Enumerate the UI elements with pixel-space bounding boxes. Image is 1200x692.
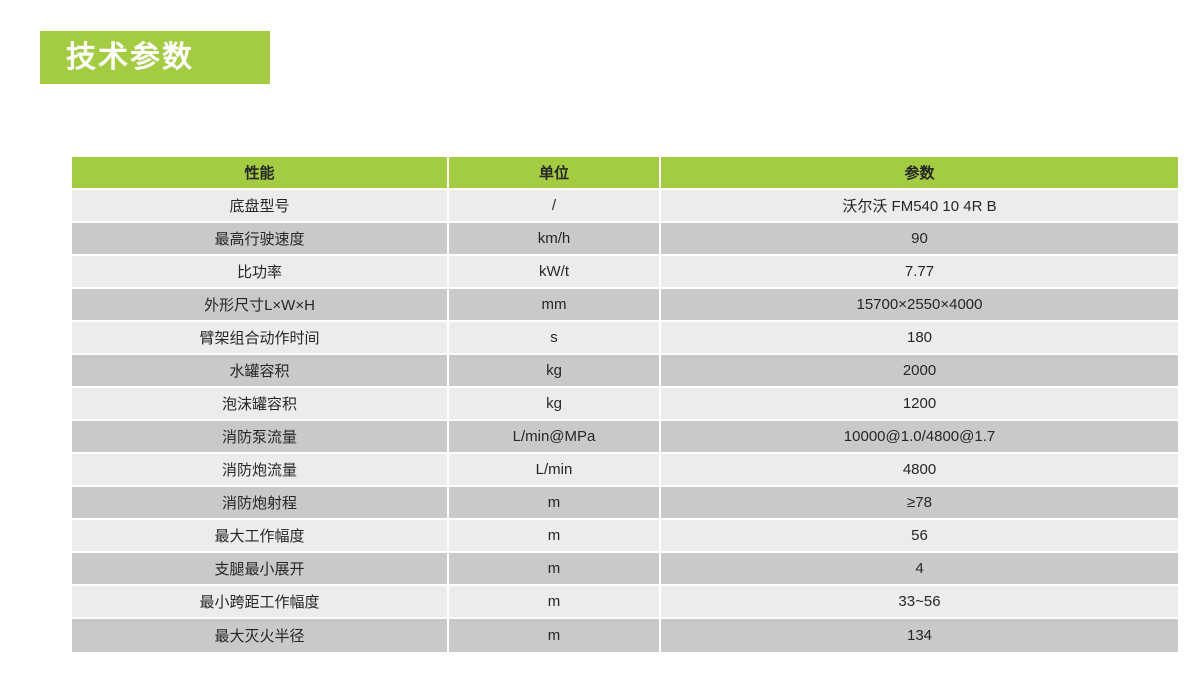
- cell-unit: s: [449, 322, 661, 355]
- cell-performance: 臂架组合动作时间: [72, 322, 449, 355]
- cell-parameter: 90: [661, 223, 1178, 256]
- table-row: 最小跨距工作幅度 m 33~56: [72, 586, 1178, 619]
- cell-performance: 消防炮射程: [72, 487, 449, 520]
- page-title-banner: 技术参数: [40, 31, 270, 84]
- cell-unit: kW/t: [449, 256, 661, 289]
- cell-parameter: 1200: [661, 388, 1178, 421]
- table-row: 消防泵流量 L/min@MPa 10000@1.0/4800@1.7: [72, 421, 1178, 454]
- table-row: 外形尺寸L×W×H mm 15700×2550×4000: [72, 289, 1178, 322]
- table-body: 底盘型号 / 沃尔沃 FM540 10 4R B 最高行驶速度 km/h 90 比功率 kW/…: [72, 190, 1178, 652]
- table-header-row: 性能 单位 参数: [72, 157, 1178, 190]
- table-row: 消防炮射程 m ≥78: [72, 487, 1178, 520]
- cell-parameter: 56: [661, 520, 1178, 553]
- cell-performance: 最小跨距工作幅度: [72, 586, 449, 619]
- cell-parameter: 15700×2550×4000: [661, 289, 1178, 322]
- cell-performance: 底盘型号: [72, 190, 449, 223]
- cell-unit: m: [449, 619, 661, 652]
- column-header-unit: 单位: [449, 157, 661, 190]
- table-row: 最大工作幅度 m 56: [72, 520, 1178, 553]
- cell-performance: 水罐容积: [72, 355, 449, 388]
- table-row: 消防炮流量 L/min 4800: [72, 454, 1178, 487]
- cell-performance: 比功率: [72, 256, 449, 289]
- cell-parameter: 33~56: [661, 586, 1178, 619]
- cell-parameter: 10000@1.0/4800@1.7: [661, 421, 1178, 454]
- cell-performance: 泡沫罐容积: [72, 388, 449, 421]
- cell-performance: 外形尺寸L×W×H: [72, 289, 449, 322]
- cell-parameter: 沃尔沃 FM540 10 4R B: [661, 190, 1178, 223]
- cell-performance: 消防泵流量: [72, 421, 449, 454]
- table-row: 臂架组合动作时间 s 180: [72, 322, 1178, 355]
- cell-unit: m: [449, 553, 661, 586]
- table-row: 底盘型号 / 沃尔沃 FM540 10 4R B: [72, 190, 1178, 223]
- cell-unit: kg: [449, 355, 661, 388]
- spec-table: 性能 单位 参数 底盘型号 / 沃尔沃 FM540 10 4R B 最高行驶速度 km/…: [72, 157, 1178, 652]
- page-title: 技术参数: [66, 40, 194, 74]
- cell-unit: L/min@MPa: [449, 421, 661, 454]
- cell-performance: 最高行驶速度: [72, 223, 449, 256]
- cell-parameter: ≥78: [661, 487, 1178, 520]
- cell-parameter: 4: [661, 553, 1178, 586]
- cell-performance: 最大灭火半径: [72, 619, 449, 652]
- cell-unit: L/min: [449, 454, 661, 487]
- table-row: 比功率 kW/t 7.77: [72, 256, 1178, 289]
- cell-unit: kg: [449, 388, 661, 421]
- column-header-performance: 性能: [72, 157, 449, 190]
- table-row: 支腿最小展开 m 4: [72, 553, 1178, 586]
- spec-table-container: 性能 单位 参数 底盘型号 / 沃尔沃 FM540 10 4R B 最高行驶速度 km/…: [72, 157, 1178, 652]
- cell-performance: 消防炮流量: [72, 454, 449, 487]
- cell-unit: m: [449, 520, 661, 553]
- cell-parameter: 2000: [661, 355, 1178, 388]
- cell-performance: 最大工作幅度: [72, 520, 449, 553]
- table-row: 最大灭火半径 m 134: [72, 619, 1178, 652]
- cell-parameter: 4800: [661, 454, 1178, 487]
- cell-parameter: 134: [661, 619, 1178, 652]
- cell-unit: km/h: [449, 223, 661, 256]
- table-row: 最高行驶速度 km/h 90: [72, 223, 1178, 256]
- cell-parameter: 7.77: [661, 256, 1178, 289]
- cell-unit: mm: [449, 289, 661, 322]
- cell-unit: m: [449, 586, 661, 619]
- column-header-parameter: 参数: [661, 157, 1178, 190]
- table-row: 水罐容积 kg 2000: [72, 355, 1178, 388]
- cell-performance: 支腿最小展开: [72, 553, 449, 586]
- cell-parameter: 180: [661, 322, 1178, 355]
- table-row: 泡沫罐容积 kg 1200: [72, 388, 1178, 421]
- cell-unit: /: [449, 190, 661, 223]
- cell-unit: m: [449, 487, 661, 520]
- table-header: 性能 单位 参数: [72, 157, 1178, 190]
